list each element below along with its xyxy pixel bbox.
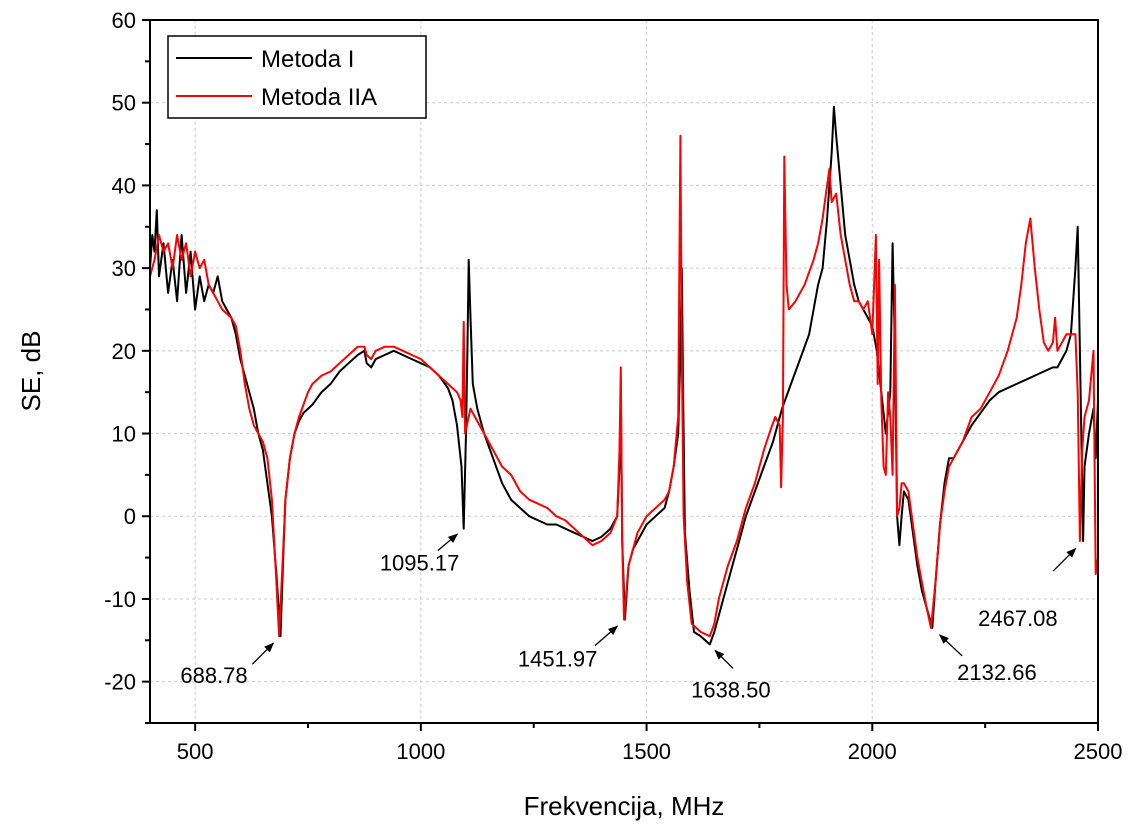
y-tick-label: 10 [112,422,136,447]
annotations: 688.78 1095.17 1451.97 1638.50 2132.66 2467.0… [180,533,1077,702]
x-axis-title: Frekvencija, MHz [524,791,725,821]
axes: 500 1000 1500 2000 2500 -20 -10 0 10 20 30 40 50 60 [104,8,1122,764]
y-tick-label: 30 [112,256,136,281]
annotation-arrow [938,634,963,657]
annotation-label: 1638.50 [691,677,771,702]
x-tick-label: 1000 [396,739,445,764]
annotation-label: 2467.08 [978,606,1058,631]
x-tick-label: 500 [177,739,214,764]
y-axis-title: SE, dB [16,331,46,412]
annotation-label: 1451.97 [518,647,598,672]
annotation-arrow [714,649,734,669]
legend-label: Metoda IIA [261,84,377,111]
annotation-label: 1095.17 [380,551,460,576]
plot-frame [149,19,1099,724]
annotation-arrow [1052,547,1077,572]
series-layer [150,105,1098,646]
y-tick-label: 50 [112,91,136,116]
legend-label: Metoda I [261,46,354,73]
legend: Metoda I Metoda IIA [167,35,427,119]
x-tick-label: 2000 [848,739,897,764]
series-line-2 [150,134,1098,638]
annotation-arrow [594,625,619,647]
y-tick-label: 0 [124,504,136,529]
legend-box [167,35,427,119]
y-tick-label: 60 [112,8,136,33]
annotation-arrow [437,533,459,552]
y-tick-label: -20 [104,670,136,695]
x-tick-label: 2500 [1074,739,1123,764]
y-tick-label: 40 [112,173,136,198]
x-tick-label: 1500 [622,739,671,764]
y-tick-label: -10 [104,587,136,612]
annotation-label: 688.78 [180,663,247,688]
annotation-label: 2132.66 [957,660,1037,685]
annotation-arrow [251,642,275,665]
y-tick-label: 20 [112,339,136,364]
